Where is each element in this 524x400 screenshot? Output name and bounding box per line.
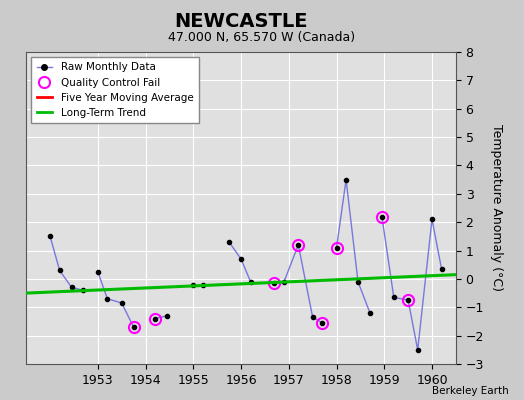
- Y-axis label: Temperature Anomaly (°C): Temperature Anomaly (°C): [490, 124, 504, 292]
- Text: 47.000 N, 65.570 W (Canada): 47.000 N, 65.570 W (Canada): [168, 32, 356, 44]
- Legend: Raw Monthly Data, Quality Control Fail, Five Year Moving Average, Long-Term Tren: Raw Monthly Data, Quality Control Fail, …: [31, 57, 199, 123]
- Title: NEWCASTLE: NEWCASTLE: [174, 12, 308, 31]
- Text: Berkeley Earth: Berkeley Earth: [432, 386, 508, 396]
